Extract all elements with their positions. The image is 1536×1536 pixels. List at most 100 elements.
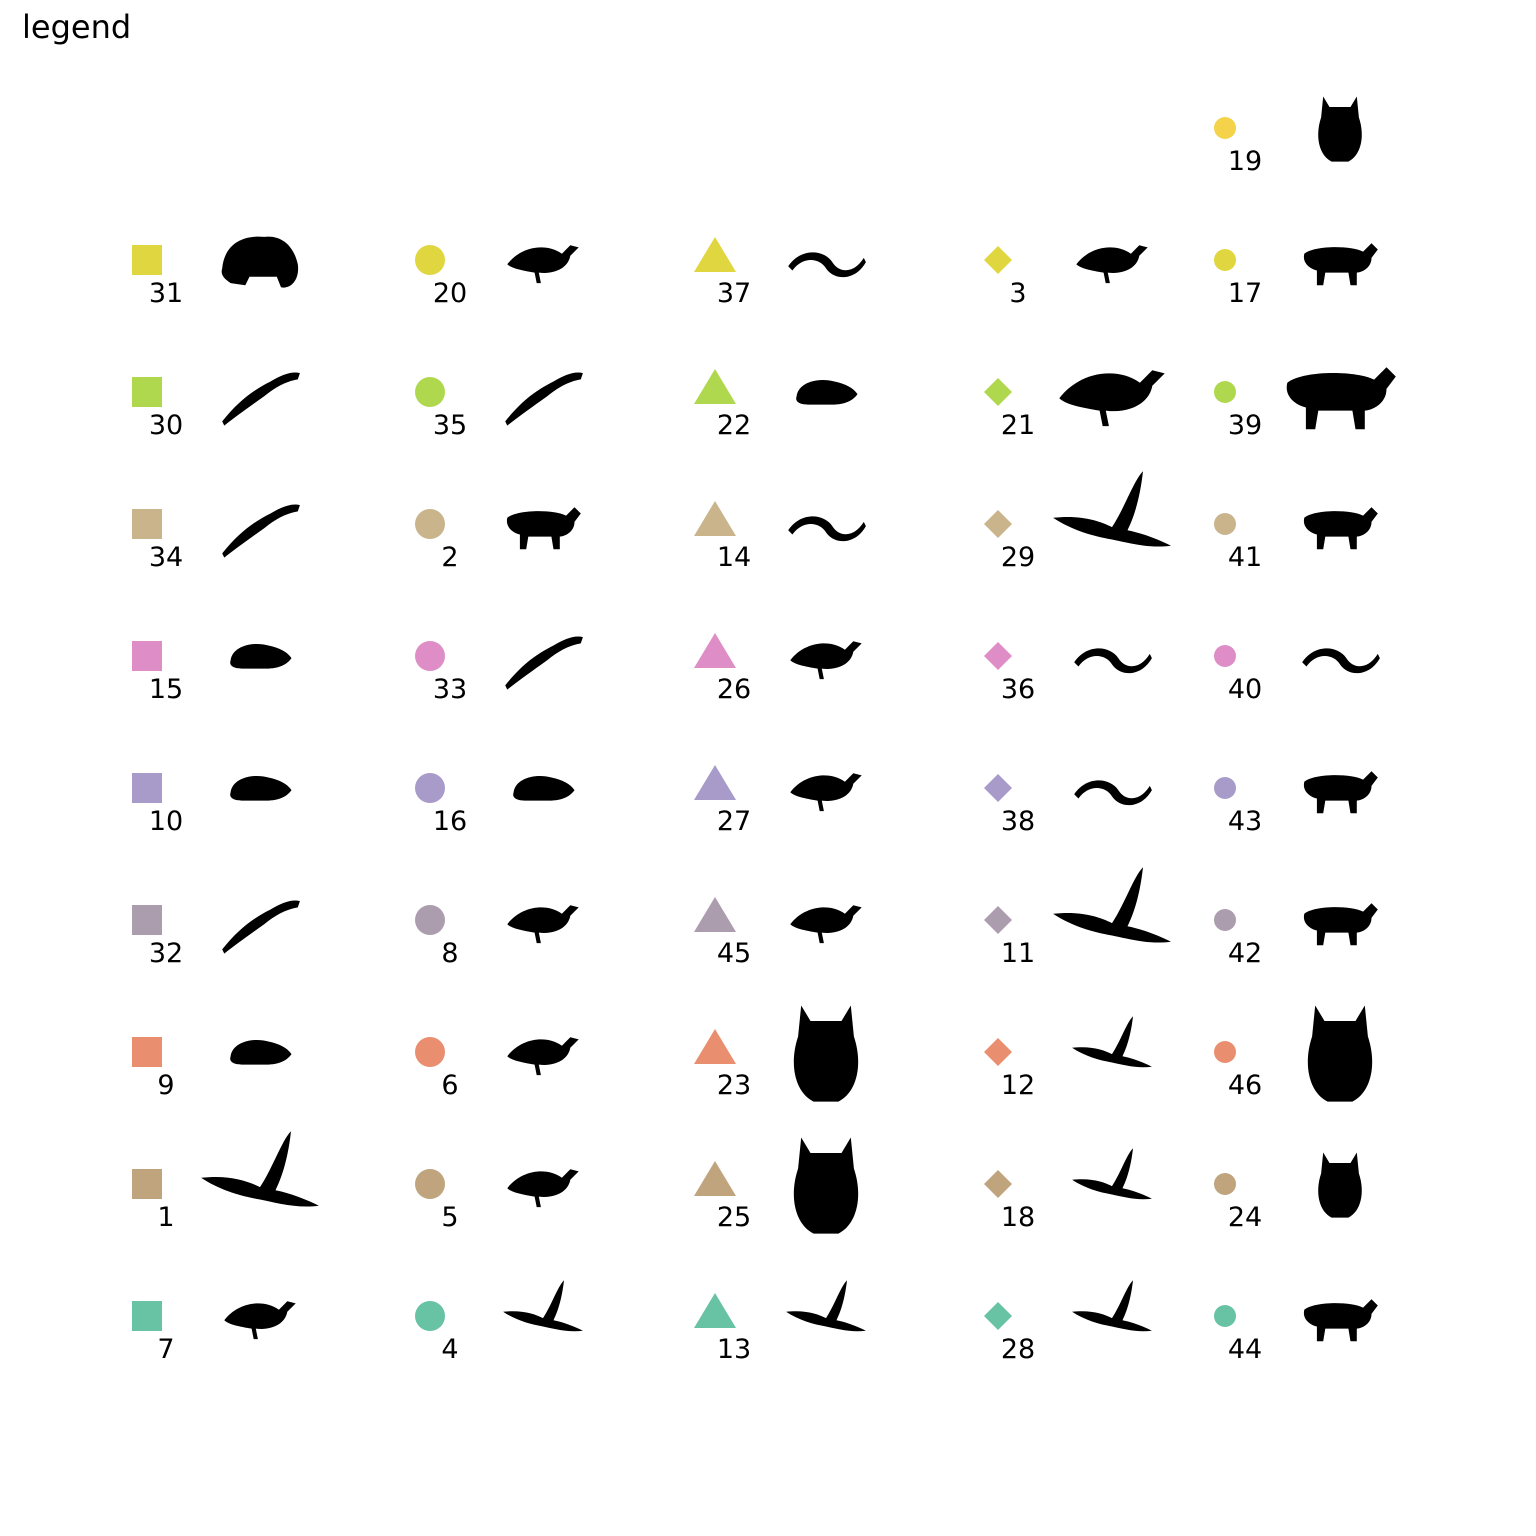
legend-entry: 8 <box>415 905 579 969</box>
legend-entry: 40 <box>1214 645 1380 705</box>
circle-marker <box>415 1169 445 1199</box>
entry-number: 12 <box>1001 1070 1035 1101</box>
vole-icon <box>230 643 292 669</box>
hedgehog-icon <box>796 379 858 405</box>
entry-number: 25 <box>717 1202 751 1233</box>
weasel-icon <box>1286 367 1396 430</box>
legend-entry: 28 <box>984 1280 1152 1365</box>
entry-number: 5 <box>441 1202 458 1233</box>
mouse-icon <box>230 1039 292 1065</box>
triangle-marker <box>694 765 736 800</box>
square-marker <box>132 1037 162 1067</box>
legend-entry: 24 <box>1214 1152 1362 1233</box>
entry-number: 26 <box>717 674 751 705</box>
circle-marker <box>415 773 445 803</box>
circle-marker <box>415 245 445 275</box>
small-circle-marker <box>1214 909 1236 931</box>
triangle-marker <box>694 897 736 932</box>
small-circle-marker <box>1214 249 1236 271</box>
legend-entry: 11 <box>984 867 1171 969</box>
songbird-icon <box>507 905 579 944</box>
viper-icon <box>1074 780 1152 806</box>
snake-coil-icon <box>788 516 866 542</box>
circle-marker <box>415 509 445 539</box>
legend-entry: 35 <box>415 372 583 441</box>
small-circle-marker <box>1214 1305 1236 1327</box>
lizard-icon <box>222 372 300 426</box>
entry-number: 44 <box>1228 1334 1262 1365</box>
entry-number: 10 <box>149 806 183 837</box>
entry-number: 24 <box>1228 1202 1262 1233</box>
legend-entry: 7 <box>132 1301 296 1365</box>
legend-entry: 27 <box>694 765 862 837</box>
legend-entry: 39 <box>1214 367 1396 441</box>
diamond-marker <box>984 1170 1012 1198</box>
circle-marker <box>415 641 445 671</box>
legend-entry: 44 <box>1214 1299 1378 1365</box>
legend-entry: 5 <box>415 1169 579 1233</box>
legend-entry: 29 <box>984 471 1171 573</box>
legend-entry: 9 <box>132 1037 292 1101</box>
legend-entry: 16 <box>415 773 575 837</box>
kite-icon <box>1053 471 1171 547</box>
entry-number: 11 <box>1001 938 1035 969</box>
gecko-icon <box>505 372 583 426</box>
legend-entry: 19 <box>1214 96 1362 177</box>
swift-icon <box>503 1280 583 1332</box>
entry-number: 13 <box>717 1334 751 1365</box>
legend-entry: 12 <box>984 1016 1152 1101</box>
entry-number: 42 <box>1228 938 1262 969</box>
entry-number: 4 <box>441 1334 458 1365</box>
triangle-marker <box>694 501 736 536</box>
legend-entry: 33 <box>415 636 583 705</box>
owl-icon <box>1318 1152 1362 1218</box>
diamond-marker <box>984 378 1012 406</box>
triangle-marker <box>694 237 736 272</box>
newt-icon <box>222 504 300 558</box>
perched-bird-icon <box>790 905 862 944</box>
wagtail-icon <box>507 1037 579 1076</box>
entry-number: 37 <box>717 278 751 309</box>
entry-number: 14 <box>717 542 751 573</box>
owl-icon <box>1318 96 1362 162</box>
entry-number: 32 <box>149 938 183 969</box>
diamond-marker <box>984 510 1012 538</box>
entry-number: 16 <box>433 806 467 837</box>
entry-number: 43 <box>1228 806 1262 837</box>
diamond-marker <box>984 906 1012 934</box>
legend-entry: 21 <box>984 370 1165 441</box>
legend-entry: 1 <box>132 1131 319 1233</box>
entry-number: 17 <box>1228 278 1262 309</box>
legend-entry: 10 <box>132 773 292 837</box>
triangle-marker <box>694 1293 736 1328</box>
legend-entry: 41 <box>1214 507 1378 573</box>
entry-number: 28 <box>1001 1334 1035 1365</box>
legend-entry: 45 <box>694 897 862 969</box>
salamander-icon <box>505 636 583 690</box>
entry-number: 35 <box>433 410 467 441</box>
diamond-marker <box>984 1038 1012 1066</box>
legend-entry: 36 <box>984 642 1152 705</box>
circle-marker <box>415 377 445 407</box>
grass-snake-icon <box>1074 648 1152 674</box>
entry-number: 18 <box>1001 1202 1035 1233</box>
small-circle-marker <box>1214 381 1236 403</box>
entry-number: 36 <box>1001 674 1035 705</box>
legend-entry: 2 <box>415 507 581 573</box>
legend-entry: 23 <box>694 1005 859 1102</box>
swallow-icon <box>786 1280 866 1332</box>
square-marker <box>132 1301 162 1331</box>
entry-number: 31 <box>149 278 183 309</box>
legend-entry: 13 <box>694 1280 866 1365</box>
osprey-icon <box>1072 1280 1152 1332</box>
small-circle-marker <box>1214 645 1236 667</box>
square-marker <box>132 245 162 275</box>
diamond-marker <box>984 642 1012 670</box>
legend-entry: 25 <box>694 1137 859 1234</box>
buzzard-icon <box>1053 867 1171 943</box>
entry-number: 34 <box>149 542 183 573</box>
entry-number: 8 <box>441 938 458 969</box>
mole-icon <box>513 775 575 801</box>
frog-icon <box>221 236 299 288</box>
